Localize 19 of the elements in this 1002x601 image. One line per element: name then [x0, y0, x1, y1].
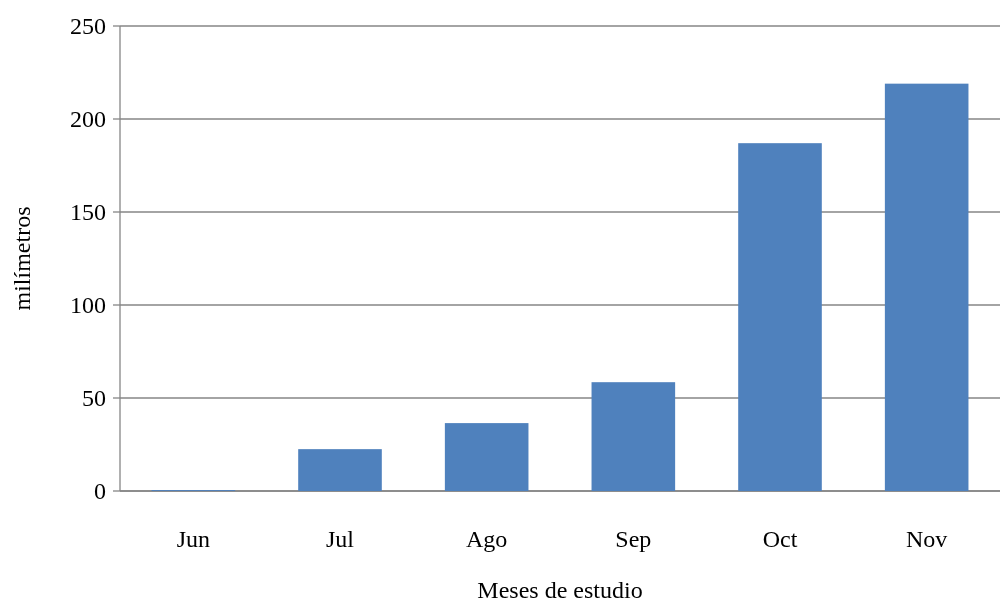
y-tick-label: 200 — [70, 106, 106, 133]
x-tick-label: Sep — [615, 526, 652, 552]
y-tick-label: 0 — [94, 478, 106, 505]
bar — [738, 143, 822, 491]
x-tick-label: Jul — [325, 526, 355, 552]
bar — [298, 449, 382, 491]
bar — [591, 382, 676, 491]
x-axis-title: Meses de estudio — [477, 577, 643, 601]
x-tick-label: Oct — [762, 526, 798, 552]
y-axis-title: milímetros — [9, 206, 35, 311]
x-tick-label: Jun — [176, 526, 211, 552]
y-tick-label: 100 — [70, 292, 106, 319]
x-tick-label: Nov — [905, 526, 948, 552]
y-tick-label: 150 — [70, 199, 106, 226]
bar — [444, 423, 529, 491]
y-tick-label: 50 — [82, 385, 106, 412]
y-tick-label: 250 — [70, 13, 106, 40]
bar — [884, 83, 969, 491]
x-tick-label: Ago — [465, 526, 508, 552]
